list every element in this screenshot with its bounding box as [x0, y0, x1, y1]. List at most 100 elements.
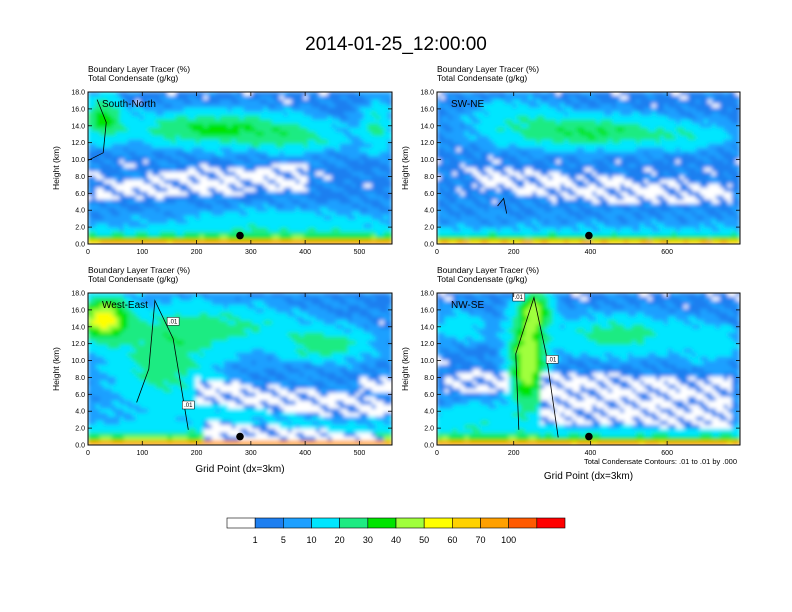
- x-tick-label: 0: [86, 249, 90, 256]
- y-tick-label: 14.0: [420, 324, 434, 331]
- colorbar-label: 100: [501, 535, 516, 545]
- colorbar-label: 40: [391, 535, 401, 545]
- y-tick-label: 10.0: [71, 358, 85, 365]
- y-tick-label: 0.0: [75, 242, 85, 249]
- y-tick-label: 4.0: [75, 409, 85, 416]
- contour-label-box: [545, 355, 559, 364]
- y-tick-label: 4.0: [424, 208, 434, 215]
- panel-title-line: Total Condensate (g/kg): [437, 73, 527, 83]
- y-tick-label: 16.0: [71, 307, 85, 314]
- y-tick-label: 14.0: [420, 123, 434, 130]
- colorbar-swatch: [311, 517, 340, 529]
- contour-label-box: [512, 292, 526, 302]
- y-tick-label: 12.0: [71, 341, 85, 348]
- y-tick-label: 4.0: [424, 409, 434, 416]
- y-tick-label: 4.0: [75, 208, 85, 215]
- colorbar-swatch: [254, 517, 284, 529]
- x-tick-label: 500: [354, 249, 366, 256]
- panel-title-line: Total Condensate (g/kg): [88, 73, 178, 83]
- contour-label-box: [166, 317, 180, 326]
- x-tick-label: 0: [435, 249, 439, 256]
- colorbar-swatch: [480, 517, 509, 529]
- y-tick-label: 10.0: [420, 358, 434, 365]
- x-tick-label: 0: [435, 450, 439, 457]
- colorbar-swatch: [536, 517, 566, 529]
- condensate-contour: [515, 296, 559, 438]
- x-tick-label: 500: [354, 450, 366, 457]
- panel-sw-ne: Boundary Layer Tracer (%)Total Condensat…: [400, 64, 741, 256]
- panel-label: SW-NE: [451, 99, 484, 110]
- colorbar-label: 50: [419, 535, 429, 545]
- colorbar-swatch: [508, 517, 538, 529]
- panel-south-north: Boundary Layer Tracer (%)Total Condensat…: [51, 64, 393, 256]
- panel-label: West-East: [102, 300, 148, 311]
- colorbar-swatch: [367, 517, 397, 529]
- x-tick-label: 300: [245, 249, 257, 256]
- tracer-field: [88, 293, 392, 445]
- panel-nw-se: Boundary Layer Tracer (%)Total Condensat…: [400, 265, 741, 482]
- y-axis-label: Height (km): [51, 347, 61, 391]
- y-tick-label: 2.0: [424, 426, 434, 433]
- colorbar-label: 20: [335, 535, 345, 545]
- y-tick-label: 12.0: [71, 140, 85, 147]
- tracer-field: [437, 293, 740, 445]
- y-tick-label: 2.0: [424, 225, 434, 232]
- colorbar-label: 1: [253, 535, 258, 545]
- y-tick-label: 6.0: [75, 191, 85, 198]
- x-axis-label: Grid Point (dx=3km): [544, 471, 633, 482]
- plot-frame: [87, 292, 393, 446]
- x-tick-label: 400: [585, 450, 597, 457]
- colorbar-swatch: [423, 517, 453, 529]
- y-axis-label: Height (km): [51, 146, 61, 190]
- y-tick-label: 16.0: [420, 307, 434, 314]
- x-tick-label: 400: [585, 249, 597, 256]
- y-tick-label: 6.0: [75, 392, 85, 399]
- y-tick-label: 0.0: [424, 242, 434, 249]
- condensate-contour: [88, 99, 107, 161]
- colorbar-swatch: [452, 517, 481, 529]
- location-marker: [236, 432, 244, 441]
- y-tick-label: 14.0: [71, 324, 85, 331]
- plot-frame: [87, 91, 393, 245]
- x-tick-label: 600: [661, 249, 673, 256]
- x-tick-label: 400: [299, 450, 311, 457]
- y-tick-label: 8.0: [75, 174, 85, 181]
- panel-west-east: Boundary Layer Tracer (%)Total Condensat…: [51, 265, 393, 475]
- y-tick-label: 18.0: [420, 291, 434, 298]
- condensate-contour: [497, 197, 508, 214]
- y-tick-label: 12.0: [420, 140, 434, 147]
- plot-frame: [436, 91, 741, 245]
- y-tick-label: 10.0: [420, 157, 434, 164]
- y-tick-label: 0.0: [424, 443, 434, 450]
- contour-label: .01: [515, 295, 524, 301]
- y-tick-label: 8.0: [424, 375, 434, 382]
- panel-title-line: Total Condensate (g/kg): [88, 274, 178, 284]
- tracer-field: [88, 92, 392, 244]
- colorbar-label: 70: [475, 535, 485, 545]
- x-tick-label: 300: [245, 450, 257, 457]
- y-tick-label: 2.0: [75, 426, 85, 433]
- y-tick-label: 6.0: [424, 191, 434, 198]
- colorbar-label: 10: [306, 535, 316, 545]
- x-tick-label: 100: [136, 450, 148, 457]
- y-tick-label: 14.0: [71, 123, 85, 130]
- colorbar-label: 30: [363, 535, 373, 545]
- y-tick-label: 18.0: [71, 291, 85, 298]
- colorbar-label: 5: [281, 535, 286, 545]
- x-tick-label: 0: [86, 450, 90, 457]
- y-tick-label: 8.0: [75, 375, 85, 382]
- panel-label: South-North: [102, 99, 156, 110]
- x-tick-label: 200: [191, 249, 203, 256]
- contour-label: .01: [184, 403, 193, 409]
- y-tick-label: 6.0: [424, 392, 434, 399]
- contour-footnote: Total Condensate Contours: .01 to .01 by…: [584, 457, 737, 466]
- colorbar-swatch: [283, 517, 312, 529]
- panel-title-line: Boundary Layer Tracer (%): [437, 64, 539, 74]
- y-tick-label: 18.0: [420, 90, 434, 97]
- contour-label: .01: [548, 357, 557, 363]
- colorbar: 1 5 10 20 30 40 50 60 70 100: [226, 517, 566, 545]
- y-tick-label: 16.0: [420, 106, 434, 113]
- y-tick-label: 8.0: [424, 174, 434, 181]
- y-tick-label: 16.0: [71, 106, 85, 113]
